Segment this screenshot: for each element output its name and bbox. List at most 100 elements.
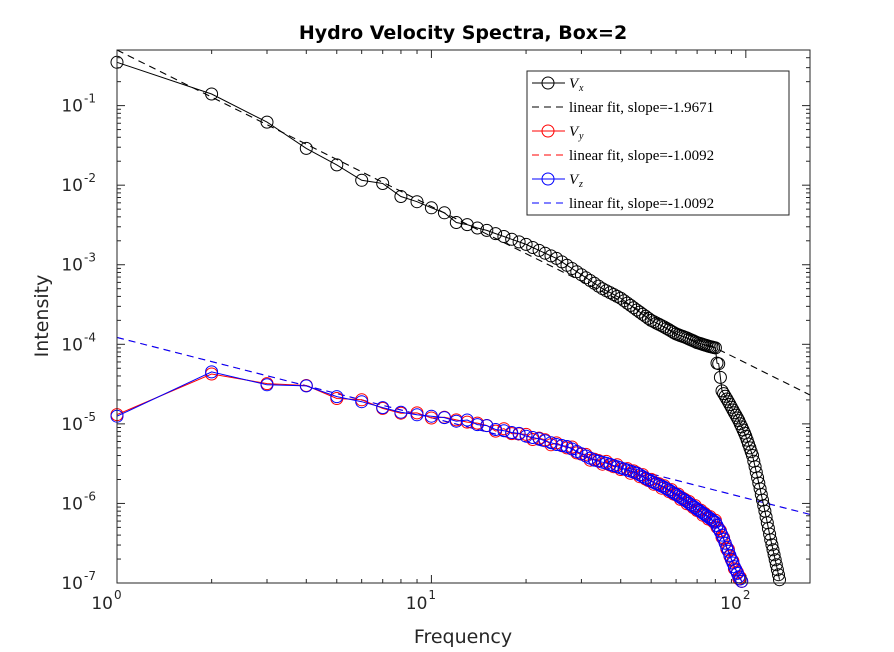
data-point-vx bbox=[765, 538, 779, 552]
x-axis-label: Frequency bbox=[414, 626, 512, 648]
y-tick-label-exp: -5 bbox=[84, 410, 96, 424]
legend-label-sub-4: z bbox=[578, 179, 583, 190]
data-point-vx bbox=[410, 195, 424, 209]
data-point-vx bbox=[764, 533, 778, 547]
data-point-vx bbox=[532, 243, 546, 257]
y-tick-label-exp: -1 bbox=[84, 92, 96, 106]
y-tick-label: 10 -7 bbox=[61, 569, 96, 594]
x-tick-label: 10 0 bbox=[91, 588, 121, 614]
legend-label-sub-0: x bbox=[578, 83, 584, 94]
data-point-vx bbox=[460, 218, 474, 232]
data-point-vz bbox=[470, 418, 484, 432]
data-point-vz bbox=[512, 426, 526, 440]
data-point-vz bbox=[532, 432, 546, 446]
y-tick-label-base: 10 bbox=[61, 494, 83, 514]
y-tick-label: 10 -3 bbox=[61, 251, 96, 276]
x-tick-label: 10 2 bbox=[720, 588, 750, 614]
legend-marker-2 bbox=[541, 124, 555, 138]
x-tick-label-base: 10 bbox=[406, 594, 428, 614]
y-tick-label-base: 10 bbox=[61, 415, 83, 435]
y-tick-label-base: 10 bbox=[61, 574, 83, 594]
data-point-vz bbox=[712, 522, 726, 536]
data-point-vx bbox=[769, 558, 783, 572]
y-tick-label-exp: -3 bbox=[84, 251, 96, 265]
data-point-vx bbox=[592, 279, 605, 293]
data-point-vx bbox=[617, 294, 631, 308]
data-point-vz bbox=[299, 379, 313, 393]
legend-label-3: linear fit, slope=-1.0092 bbox=[569, 148, 714, 164]
data-point-vx bbox=[730, 411, 744, 425]
data-point-vx bbox=[773, 573, 786, 587]
data-point-vx bbox=[449, 216, 463, 229]
data-point-vx bbox=[607, 288, 621, 301]
data-point-vx bbox=[768, 553, 782, 567]
data-point-vx bbox=[424, 201, 438, 215]
y-axis-label: Intensity bbox=[31, 275, 53, 358]
y-tick-label: 10 -5 bbox=[61, 410, 96, 435]
x-tick-label-exp: 1 bbox=[428, 588, 436, 602]
data-point-vx bbox=[749, 465, 763, 479]
data-point-vx bbox=[355, 173, 369, 187]
data-point-vx bbox=[772, 568, 785, 582]
data-point-vx bbox=[480, 223, 494, 237]
data-point-vz bbox=[260, 378, 274, 392]
plot-frame bbox=[116, 49, 811, 584]
data-point-vz bbox=[550, 438, 563, 451]
data-point-vx bbox=[614, 291, 628, 305]
y-tick-label-exp: -4 bbox=[84, 330, 96, 344]
x-tick-label-base: 10 bbox=[720, 594, 742, 614]
data-point-vz bbox=[376, 401, 390, 415]
data-point-vz bbox=[205, 365, 219, 379]
fit-line-1 bbox=[116, 49, 811, 396]
data-point-vx bbox=[299, 141, 313, 155]
data-point-vz bbox=[449, 414, 463, 428]
data-point-vz bbox=[437, 411, 451, 425]
x-tick-label-exp: 0 bbox=[114, 588, 122, 602]
legend-label-0: V bbox=[569, 76, 580, 92]
data-point-vz bbox=[424, 409, 438, 423]
data-point-vz bbox=[480, 419, 494, 433]
data-point-vx bbox=[489, 227, 503, 241]
legend-label-sub-2: y bbox=[578, 131, 584, 142]
y-tick-label-exp: -6 bbox=[84, 489, 96, 503]
data-point-vz bbox=[735, 574, 749, 588]
y-tick-label: 10 -1 bbox=[61, 92, 96, 117]
x-tick-label-exp: 2 bbox=[743, 588, 751, 602]
data-point-vz bbox=[707, 514, 721, 528]
data-point-vx bbox=[570, 265, 584, 279]
y-tick-label-base: 10 bbox=[61, 256, 83, 276]
legend-marker-0 bbox=[541, 76, 555, 90]
data-point-vz bbox=[669, 487, 683, 501]
legend-box bbox=[526, 70, 790, 216]
data-point-vz bbox=[355, 395, 369, 409]
data-point-vz bbox=[497, 424, 511, 438]
legend-marker-4 bbox=[541, 172, 555, 186]
x-tick-label: 10 1 bbox=[406, 588, 436, 614]
data-point-vx bbox=[766, 543, 780, 557]
y-tick-label: 10 -2 bbox=[61, 171, 96, 196]
data-point-vz bbox=[667, 486, 681, 500]
data-point-vx bbox=[512, 235, 526, 249]
y-tick-label-exp: -2 bbox=[84, 171, 96, 185]
data-point-vz bbox=[519, 429, 533, 443]
data-point-vx bbox=[610, 289, 624, 303]
data-point-vx bbox=[708, 341, 722, 355]
data-point-vx bbox=[538, 246, 552, 260]
y-tick-label-base: 10 bbox=[61, 176, 83, 196]
data-point-vx bbox=[733, 417, 747, 431]
data-point-vz bbox=[410, 408, 424, 422]
data-point-vx bbox=[603, 286, 617, 300]
data-point-vx bbox=[713, 370, 727, 384]
data-point-vx bbox=[470, 221, 484, 235]
data-point-vx bbox=[526, 241, 540, 254]
data-point-vx bbox=[519, 237, 533, 251]
plot-marks bbox=[110, 49, 811, 588]
data-point-vx bbox=[712, 357, 726, 371]
x-tick-label-base: 10 bbox=[91, 594, 113, 614]
axis-ticks: 10 0 10 1 10 210 -710 -610 -510 -410 -310 -210 -1 bbox=[61, 49, 810, 614]
data-point-vz bbox=[713, 525, 727, 539]
data-point-vx bbox=[330, 158, 344, 172]
data-point-vx bbox=[497, 230, 511, 243]
